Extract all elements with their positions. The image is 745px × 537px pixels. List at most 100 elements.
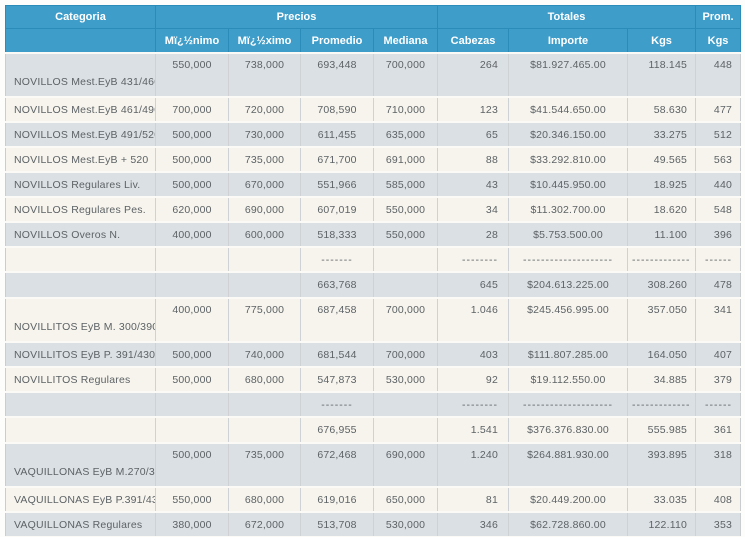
kgs-cell: 49.565: [627, 146, 697, 172]
promedio-cell: 607,019: [300, 196, 374, 222]
prom-kgs-cell: 318: [695, 442, 741, 487]
kgs-cell: 11.100: [627, 221, 697, 247]
subheader-prom-kgs: Kgs: [695, 28, 742, 54]
table-row: 663,768 645 $204.613.225.00 308.260 478: [5, 271, 741, 298]
minimo-cell: 380,000: [155, 511, 229, 537]
minimo-cell: 500,000: [155, 121, 229, 147]
price-table: Categoria Precios Totales Prom. Mï¿½nimo…: [5, 5, 742, 537]
category-cell: VAQUILLONAS Regulares: [5, 511, 156, 537]
category-cell: [5, 391, 156, 417]
mediana-cell: 585,000: [373, 171, 438, 197]
promedio-cell: 513,708: [300, 511, 374, 537]
promedio-cell: 672,468: [300, 442, 374, 487]
category-cell: NOVILLOS Regulares Liv.: [5, 171, 156, 197]
maximo-cell: 680,000: [228, 486, 301, 512]
prom-kgs-cell: 408: [695, 486, 741, 512]
promedio-cell: 687,458: [300, 297, 374, 342]
header-categoria: Categoria: [5, 5, 156, 29]
header-precios: Precios: [155, 5, 438, 29]
kgs-cell: -------------: [627, 246, 697, 272]
category-cell: NOVILLOS Mest.EyB 431/460: [5, 52, 156, 97]
importe-cell: $376.376.830.00: [508, 416, 628, 443]
table-row: NOVILLITOS Regulares 500,000 680,000 547…: [5, 366, 741, 392]
table-row: 676,955 1.541 $376.376.830.00 555.985 36…: [5, 416, 741, 443]
minimo-cell: 500,000: [155, 341, 229, 367]
table-header: Categoria Precios Totales Prom. Mï¿½nimo…: [5, 5, 742, 54]
category-cell: [5, 271, 156, 298]
category-cell: NOVILLITOS Regulares: [5, 366, 156, 392]
minimo-cell: 500,000: [155, 442, 229, 487]
prom-kgs-cell: 379: [695, 366, 741, 392]
prom-kgs-cell: 407: [695, 341, 741, 367]
kgs-cell: 18.925: [627, 171, 697, 197]
importe-cell: $33.292.810.00: [508, 146, 628, 172]
cabezas-cell: 81: [437, 486, 509, 512]
maximo-cell: 775,000: [228, 297, 301, 342]
cabezas-cell: 43: [437, 171, 509, 197]
category-cell: VAQUILLONAS EyB P.391/430: [5, 486, 156, 512]
mediana-cell: 700,000: [373, 341, 438, 367]
mediana-cell: [373, 271, 438, 298]
minimo-cell: 700,000: [155, 96, 229, 122]
minimo-cell: [155, 246, 229, 272]
table-body: NOVILLOS Mest.EyB 431/460 550,000 738,00…: [5, 52, 741, 537]
prom-kgs-cell: 512: [695, 121, 741, 147]
mediana-cell: [373, 416, 438, 443]
mediana-cell: 710,000: [373, 96, 438, 122]
prom-kgs-cell: 440: [695, 171, 741, 197]
kgs-cell: 34.885: [627, 366, 697, 392]
cabezas-cell: 88: [437, 146, 509, 172]
header-columns-row: Mï¿½nimo Mï¿½ximo Promedio Mediana Cabez…: [5, 28, 742, 54]
subheader-promedio: Promedio: [300, 28, 374, 54]
mediana-cell: 530,000: [373, 511, 438, 537]
promedio-cell: 518,333: [300, 221, 374, 247]
kgs-cell: 58.630: [627, 96, 697, 122]
minimo-cell: [155, 391, 229, 417]
maximo-cell: 600,000: [228, 221, 301, 247]
maximo-cell: [228, 391, 301, 417]
cabezas-cell: 645: [437, 271, 509, 298]
prom-kgs-cell: 448: [695, 52, 741, 97]
importe-cell: $204.613.225.00: [508, 271, 628, 298]
subheader-kgs: Kgs: [626, 28, 697, 54]
cabezas-cell: 92: [437, 366, 509, 392]
maximo-cell: 740,000: [228, 341, 301, 367]
maximo-cell: 720,000: [228, 96, 301, 122]
importe-cell: $81.927.465.00: [508, 52, 628, 97]
subheader-minimo: Mï¿½nimo: [155, 28, 229, 54]
promedio-cell: 671,700: [300, 146, 374, 172]
mediana-cell: 550,000: [373, 221, 438, 247]
kgs-cell: -------------: [627, 391, 697, 417]
subheader-empty: [5, 28, 156, 54]
maximo-cell: [228, 246, 301, 272]
maximo-cell: 730,000: [228, 121, 301, 147]
table-row: NOVILLOS Mest.EyB + 520 500,000 735,000 …: [5, 146, 741, 172]
table-row: VAQUILLONAS Regulares 380,000 672,000 51…: [5, 511, 741, 537]
table-row: NOVILLITOS EyB P. 391/430 500,000 740,00…: [5, 341, 741, 367]
mediana-cell: [373, 391, 438, 417]
minimo-cell: [155, 271, 229, 298]
promedio-cell: 693,448: [300, 52, 374, 97]
minimo-cell: 550,000: [155, 52, 229, 97]
maximo-cell: [228, 271, 301, 298]
prom-kgs-cell: 478: [695, 271, 741, 298]
header-group-row: Categoria Precios Totales Prom.: [5, 5, 742, 29]
maximo-cell: 735,000: [228, 146, 301, 172]
mediana-cell: 530,000: [373, 366, 438, 392]
category-cell: VAQUILLONAS EyB M.270/390: [5, 442, 156, 487]
subheader-importe: Importe: [508, 28, 628, 54]
maximo-cell: 738,000: [228, 52, 301, 97]
prom-kgs-cell: 548: [695, 196, 741, 222]
promedio-cell: 676,955: [300, 416, 374, 443]
importe-cell: $11.302.700.00: [508, 196, 628, 222]
prom-kgs-cell: ------: [695, 246, 741, 272]
kgs-cell: 118.145: [627, 52, 697, 97]
mediana-cell: 690,000: [373, 442, 438, 487]
category-cell: [5, 246, 156, 272]
maximo-cell: 735,000: [228, 442, 301, 487]
promedio-cell: 611,455: [300, 121, 374, 147]
cabezas-cell: 264: [437, 52, 509, 97]
importe-cell: $20.449.200.00: [508, 486, 628, 512]
cabezas-cell: 28: [437, 221, 509, 247]
category-cell: NOVILLOS Mest.EyB + 520: [5, 146, 156, 172]
